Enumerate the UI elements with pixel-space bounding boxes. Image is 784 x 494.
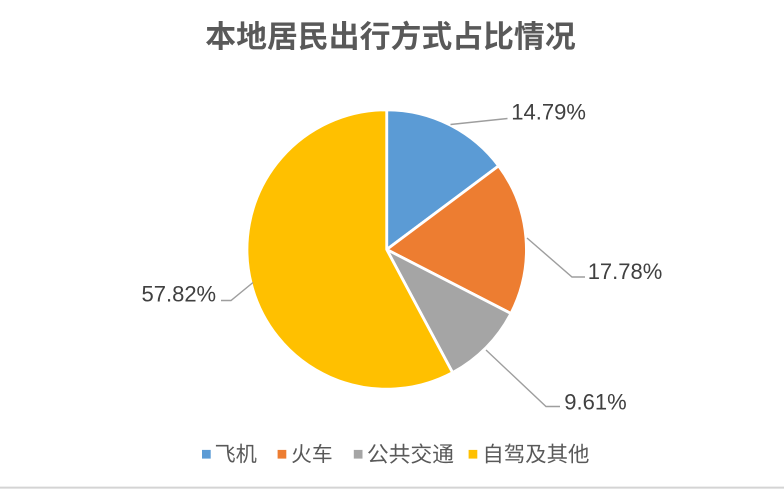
svg-text:14.79%: 14.79% [511,100,586,125]
svg-text:9.61%: 9.61% [564,390,626,415]
svg-text:57.82%: 57.82% [142,281,217,306]
svg-text:17.78%: 17.78% [588,259,663,284]
